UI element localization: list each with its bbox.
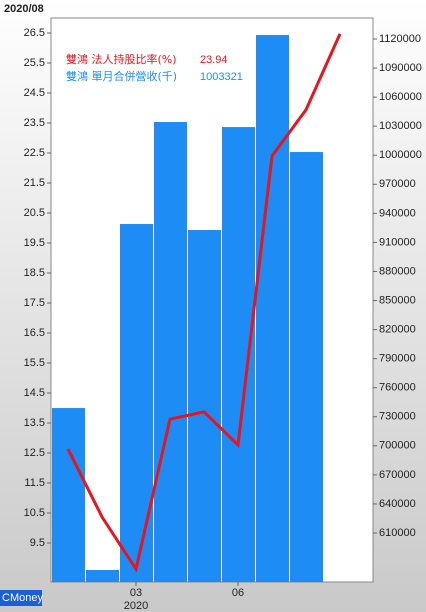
y2-tick-label: 730000 [379,411,416,423]
y-tick-label: 19.5 [24,237,45,249]
bar [52,408,85,582]
legend-value: 1003321 [200,71,243,83]
watermark: CMoney [2,592,43,604]
y2-tick-label: 1000000 [379,149,422,161]
y-tick-label: 25.5 [24,57,45,69]
y2-tick-label: 880000 [379,265,416,277]
y-tick-label: 21.5 [24,177,45,189]
x-tick-label: 03 [130,587,142,599]
y2-tick-label: 850000 [379,294,416,306]
y-tick-label: 12.5 [24,447,45,459]
chart-title: 2020/08 [4,3,44,15]
y-tick-label: 18.5 [24,267,45,279]
y2-tick-label: 760000 [379,382,416,394]
bar [290,152,323,582]
y-tick-label: 23.5 [24,117,45,129]
y-tick-label: 17.5 [24,297,45,309]
bar [120,224,153,583]
legend-label: 雙鴻 單月合併營收(千) [66,69,177,83]
y2-tick-label: 670000 [379,469,416,481]
y-tick-label: 11.5 [24,477,45,489]
y-tick-label: 16.5 [24,327,45,339]
y-tick-label: 13.5 [24,417,45,429]
bar [86,569,119,582]
y-tick-label: 20.5 [24,207,45,219]
y-tick-label: 24.5 [24,87,45,99]
y2-tick-label: 1060000 [379,91,422,103]
y2-tick-label: 1120000 [379,33,421,45]
y2-tick-label: 1030000 [379,120,422,132]
y-tick-label: 10.5 [24,507,45,519]
y-tick-label: 22.5 [24,147,45,159]
y2-tick-label: 640000 [379,498,416,510]
watermark-box [0,590,42,606]
y2-tick-label: 940000 [379,207,416,219]
bar [154,122,187,583]
y2-tick-label: 820000 [379,323,416,335]
y-tick-label: 15.5 [24,357,45,369]
y2-tick-label: 1090000 [379,62,422,74]
y2-tick-label: 790000 [379,353,416,365]
line [66,33,342,573]
legend-value: 23.94 [200,54,228,66]
legend-label: 雙鴻 法人持股比率(%) [66,52,177,66]
bar [188,230,221,582]
y-tick-label: 9.5 [30,537,45,549]
y-tick-label: 26.5 [24,27,45,39]
x-year-label: 2020 [124,600,148,612]
bar [256,35,289,583]
y2-tick-label: 610000 [379,527,416,539]
y-tick-label: 14.5 [24,387,45,399]
y2-tick-label: 700000 [379,440,416,452]
x-tick-label: 06 [232,587,244,599]
y2-tick-label: 910000 [379,236,416,248]
y2-tick-label: 970000 [379,178,416,190]
